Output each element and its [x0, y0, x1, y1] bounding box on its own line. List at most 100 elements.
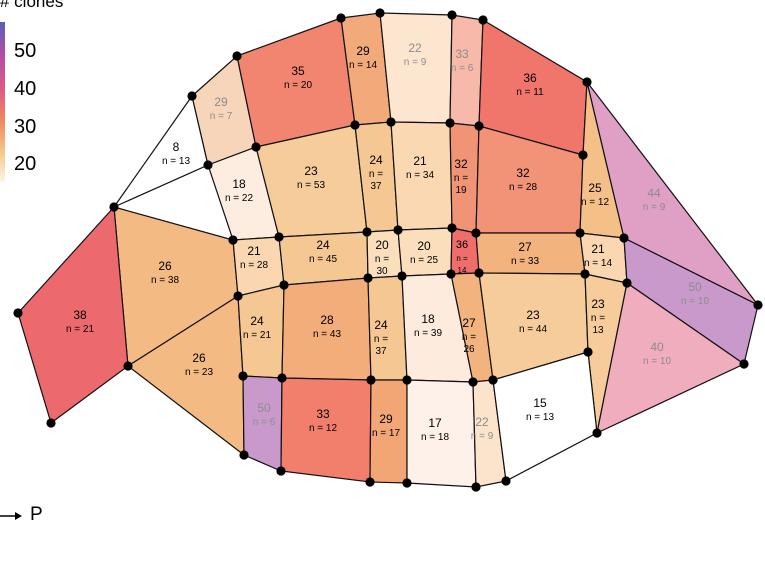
region-count-label: n = 45 — [309, 254, 338, 265]
vertex-dot — [402, 375, 412, 385]
region-value-label: 24 — [374, 318, 388, 332]
vertex-dot — [251, 142, 261, 152]
vertex-dot — [575, 228, 585, 238]
legend-tick-20: 20 — [14, 153, 37, 175]
vertex-dot — [239, 450, 249, 460]
region-count-label: n = 34 — [406, 170, 435, 181]
region-count-label: n = 38 — [151, 275, 180, 286]
region-value-label: 50 — [688, 280, 702, 294]
region-count-label: n = 9 — [471, 431, 494, 442]
region-count-label: n = 28 — [509, 182, 538, 193]
vertex-dot — [386, 117, 396, 127]
vertex-dot — [580, 269, 590, 279]
region-value-label: 21 — [247, 244, 261, 258]
vertex-dot — [619, 233, 629, 243]
vertex-dot — [446, 269, 456, 279]
legend-tick-40: 40 — [14, 78, 37, 100]
vertex-dot — [753, 300, 763, 310]
region-value-label: 23 — [591, 297, 605, 311]
region-count-label: n = 39 — [414, 328, 443, 339]
region-cell-r01 — [112, 94, 209, 209]
vertex-dot — [397, 271, 407, 281]
vertex-dot — [474, 121, 484, 131]
region-value-label: 32 — [516, 166, 530, 180]
region-count-label-line2: 14 — [458, 266, 467, 275]
region-count-label: n = 21 — [243, 330, 272, 341]
axis-arrow — [0, 512, 22, 520]
region-value-label: 36 — [523, 71, 537, 85]
vertex-dot — [447, 223, 457, 233]
region-labels: 8 n = 13 29 n = 7 35 n = 20 29 n = 14 22 n = 9 33 n… — [66, 41, 710, 443]
region-count-label: n = 13 — [162, 156, 191, 167]
vertex-dot — [187, 91, 197, 101]
vertex-dot — [233, 291, 243, 301]
region-count-label: n = 22 — [225, 193, 254, 204]
region-value-label: 36 — [456, 239, 468, 251]
vertex-dot — [336, 13, 346, 23]
vertex-dot — [622, 278, 632, 288]
region-count-label: n = 23 — [185, 367, 214, 378]
legend-tick-50: 50 — [14, 40, 37, 62]
vertex-dot — [471, 482, 481, 492]
region-value-label: 44 — [647, 186, 661, 200]
vertex-dot — [109, 202, 119, 212]
region-value-label: 38 — [73, 308, 87, 322]
region-count-label: n = — [462, 332, 476, 343]
region-count-label: n = — [375, 254, 389, 265]
region-value-label: 29 — [214, 95, 228, 109]
region-count-label: n = 12 — [309, 423, 338, 434]
vertex-dot — [447, 10, 457, 20]
region-count-label: n = 14 — [349, 60, 378, 71]
region-count-label-line2: 19 — [455, 185, 467, 196]
region-count-label: n = 10 — [643, 356, 672, 367]
region-cell-r05 — [379, 12, 453, 124]
region-count-label: n = 12 — [581, 197, 610, 208]
vertex-dot — [739, 359, 749, 369]
region-count-label: n = 28 — [240, 260, 269, 271]
legend-title: # clones — [0, 0, 64, 11]
vertex-dot — [228, 235, 238, 245]
vertex-dot — [365, 477, 375, 487]
region-value-label: 20 — [417, 239, 431, 253]
vertex-dot — [274, 232, 284, 242]
vertex-dot — [474, 268, 484, 278]
region-value-label: 8 — [173, 140, 180, 154]
region-count-label: n = 33 — [511, 256, 540, 267]
legend-tick-30: 30 — [14, 116, 37, 138]
vertex-dot — [488, 375, 498, 385]
region-count-label: n = 21 — [66, 324, 95, 335]
region-count-label: n = 10 — [681, 296, 710, 307]
region-value-label: 28 — [320, 313, 334, 327]
vertex-dot — [366, 375, 376, 385]
vertex-dot — [13, 308, 23, 318]
region-value-label: 21 — [413, 154, 427, 168]
region-count-label: n = 25 — [410, 255, 439, 266]
vertex-dot — [468, 377, 478, 387]
region-count-label-line2: 30 — [376, 266, 388, 277]
region-value-label: 26 — [158, 259, 172, 273]
region-value-label: 21 — [591, 242, 605, 256]
vertex-dot — [276, 466, 286, 476]
region-value-label: 32 — [454, 157, 468, 171]
region-count-label: n = 9 — [643, 202, 666, 213]
region-value-label: 24 — [316, 238, 330, 252]
axis-arrowhead-icon — [15, 512, 22, 520]
region-count-label: n = 6 — [253, 417, 276, 428]
region-value-label: 24 — [369, 153, 383, 167]
region-value-label: 40 — [650, 340, 664, 354]
region-count-label: n = 43 — [313, 329, 342, 340]
region-value-label: 27 — [518, 240, 532, 254]
region-count-label: n = 17 — [372, 428, 401, 439]
region-value-label: 17 — [428, 416, 442, 430]
vertex-dot — [203, 160, 213, 170]
region-count-label: n = 6 — [451, 63, 474, 74]
region-count-label: n = 7 — [210, 111, 233, 122]
region-value-label: 18 — [421, 312, 435, 326]
vertex-dot — [582, 77, 592, 87]
vertex-dot — [232, 51, 242, 61]
region-count-label: n = 14 — [584, 258, 613, 269]
region-value-label: 15 — [533, 396, 547, 410]
region-count-label: n = — [454, 173, 468, 184]
vertex-dot — [583, 347, 593, 357]
region-value-label: 29 — [379, 412, 393, 426]
